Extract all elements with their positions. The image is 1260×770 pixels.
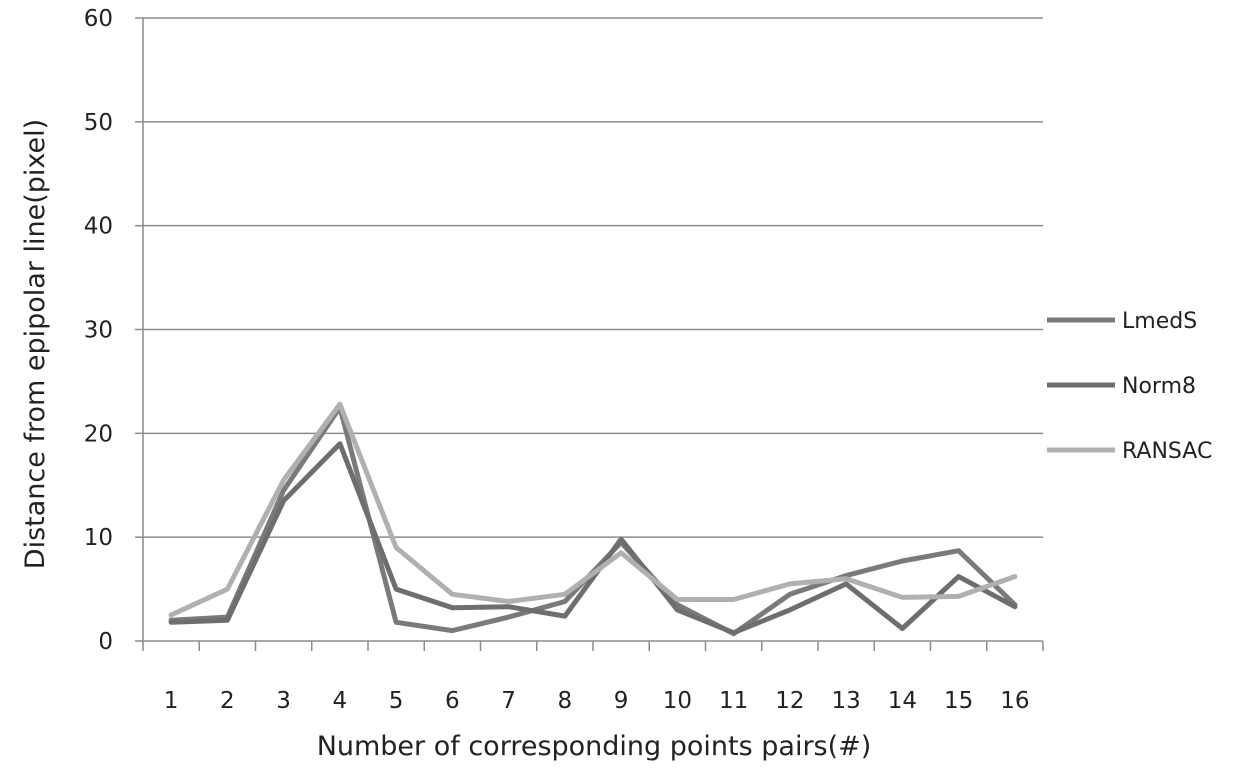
x-tick-label: 8: [558, 688, 573, 714]
y-tick-label: 0: [98, 629, 113, 655]
grid-lines: [143, 17, 1043, 538]
x-tick-label: 5: [389, 688, 404, 714]
x-tick-label: 9: [614, 688, 629, 714]
y-axis-title: Distance from epipolar line(pixel): [20, 119, 51, 569]
axes: [135, 17, 1044, 651]
x-tick-label: 7: [501, 688, 516, 714]
x-tick-label: 12: [775, 688, 804, 714]
y-tick-label: 20: [84, 421, 113, 447]
y-tick-label: 10: [84, 525, 113, 551]
x-tick-label: 6: [445, 688, 460, 714]
x-axis-title: Number of corresponding points pairs(#): [317, 731, 872, 762]
x-tick-label: 15: [944, 688, 973, 714]
x-tick-label: 14: [888, 688, 917, 714]
x-tick-label: 3: [276, 688, 291, 714]
y-tick-label: 50: [84, 110, 113, 136]
series-line-lmeds: [168, 404, 1018, 637]
series-line-norm8: [168, 441, 1018, 636]
x-tick-label: 4: [333, 688, 348, 714]
x-tick-label: 2: [220, 688, 235, 714]
legend-label-norm8: Norm8: [1122, 374, 1196, 399]
x-tick-label: 16: [1000, 688, 1029, 714]
x-tick-labels: 1 2 3 4 5 6 7 8 9 10 11 12 13 14 15 16: [164, 688, 1030, 714]
y-tick-label: 60: [84, 6, 113, 32]
y-tick-labels: 0 10 20 30 40 50 60: [84, 6, 113, 655]
legend-label-ransac: RANSAC: [1122, 439, 1212, 464]
x-tick-label: 1: [164, 688, 179, 714]
legend: LmedS Norm8 RANSAC: [1047, 309, 1212, 464]
y-tick-label: 40: [84, 214, 113, 240]
legend-label-lmeds: LmedS: [1122, 309, 1197, 334]
series-line-ransac: [168, 401, 1018, 618]
y-tick-label: 30: [84, 318, 113, 344]
x-tick-label: 11: [719, 688, 748, 714]
x-tick-label: 13: [831, 688, 860, 714]
series-lines: [168, 401, 1018, 637]
x-tick-label: 10: [663, 688, 692, 714]
